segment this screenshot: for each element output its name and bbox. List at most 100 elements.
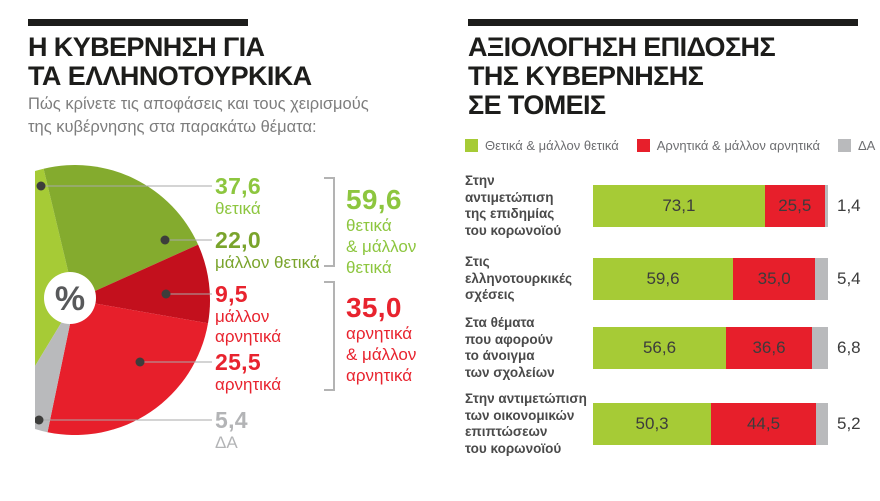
callout-value: 25,5 <box>215 349 261 375</box>
group-label-line: & μάλλον <box>346 237 417 256</box>
legend-swatch-negative <box>636 139 650 152</box>
right-title-line: ΤΗΣ ΚΥΒΕΡΝΗΣΗΣ <box>468 61 704 91</box>
callout-dot <box>36 181 46 191</box>
right-title-line: ΣΕ ΤΟΜΕΙΣ <box>468 90 606 120</box>
bar-label-line: το άνοιγμα <box>465 348 535 363</box>
callout-label: αρνητικά <box>215 375 281 395</box>
bar-value-negative: 35,0 <box>757 269 791 288</box>
bar-value-positive: 50,3 <box>635 414 669 433</box>
bar-row: Στην αντιμετώπιση των οικονομικών επιπτώ… <box>465 391 861 457</box>
bar-label-line: του κορωνοϊού <box>465 440 562 456</box>
bar-label-line: της επιδημίας <box>465 206 555 221</box>
stacked-bar: 50,3 44,5 <box>593 403 828 445</box>
callout-leaders <box>39 185 212 421</box>
bar-segment-na <box>815 258 828 300</box>
bar-segment-negative: 36,6 <box>726 327 812 369</box>
bar-row-label: Στις ελληνοτουρκικές σχέσεις <box>465 254 593 304</box>
bar-row: Στις ελληνοτουρκικές σχέσεις 59,6 35,0 5… <box>465 254 861 304</box>
pie-callout-thetika: 37,6 θετικά <box>215 173 261 219</box>
bar-value-na: 1,4 <box>837 196 861 215</box>
bar-legend: Θετικά & μάλλον θετικά Αρνητικά & μάλλον… <box>465 138 875 153</box>
callout-dot <box>35 415 44 425</box>
bar-label-line: σχέσεις <box>465 287 515 303</box>
legend-swatch-na <box>838 139 851 152</box>
group-label-line: θετικά <box>346 216 392 235</box>
bar-value-na: 5,4 <box>837 269 861 288</box>
bar-row-label: Στα θέματα που αφορούν το άνοιγμα των σχ… <box>465 315 593 381</box>
pie-chart: % <box>35 165 212 435</box>
pie-callout-mallon-thetika: 22,0 μάλλον θετικά <box>215 227 320 273</box>
callout-label: θετικά <box>215 199 261 219</box>
legend-item-na: ΔΑ <box>838 138 875 153</box>
callout-label-line: μάλλον θετικά <box>215 253 320 272</box>
pie-callout-da: 5,4 ΔΑ <box>215 407 248 453</box>
bar-value-positive: 73,1 <box>662 196 696 215</box>
callout-value: 22,0 <box>215 227 261 253</box>
left-title-line: Η ΚΥΒΕΡΝΗΣΗ ΓΙΑ <box>28 32 265 62</box>
right-panel-title: ΑΞΙΟΛΟΓΗΣΗ ΕΠΙΔΟΣΗΣ ΤΗΣ ΚΥΒΕΡΝΗΣΗΣ ΣΕ ΤΟ… <box>468 33 776 120</box>
callout-value: 37,6 <box>215 173 261 199</box>
callout-value: 5,4 <box>215 407 248 433</box>
bar-segment-positive: 56,6 <box>593 327 726 369</box>
subtitle-line: Πώς κρίνετε τις αποφάσεις και τους χειρι… <box>28 95 369 113</box>
callout-dot <box>160 235 170 245</box>
group-label: αρνητικά & μάλλον αρνητικά <box>346 323 416 386</box>
right-title-rule <box>468 19 858 26</box>
bar-label-line: ελληνοτουρκικές <box>465 270 573 286</box>
callout-label: μάλλον θετικά <box>215 253 320 273</box>
positive-group-bracket <box>324 177 335 267</box>
callout-label-line: αρνητικά <box>215 327 282 346</box>
bar-label-line: που αφορούν <box>465 331 553 347</box>
bar-label-line: των οικονομικών <box>465 407 575 423</box>
left-title-line: ΤΑ ΕΛΛΗΝΟΤΟΥΡΚΙΚΑ <box>28 61 312 91</box>
bar-row: Στην αντιμετώπιση της επιδημίας του κορω… <box>465 173 861 239</box>
legend-swatch-positive <box>465 139 478 152</box>
bar-value-negative: 25,5 <box>778 196 812 215</box>
left-panel-title: Η ΚΥΒΕΡΝΗΣΗ ΓΙΑ ΤΑ ΕΛΛΗΝΟΤΟΥΡΚΙΚΑ <box>28 33 312 91</box>
callout-label-line: αρνητικά <box>215 375 282 394</box>
pie-slice-arnitika <box>47 300 208 435</box>
bar-label-line: του κορωνοϊού <box>465 222 562 238</box>
callout-dot <box>161 289 171 299</box>
bar-label-line: Στην αντιμετώπιση <box>465 391 587 406</box>
bar-row-label: Στην αντιμετώπιση της επιδημίας του κορω… <box>465 173 593 239</box>
group-value: 59,6 <box>346 184 402 215</box>
pie-slice-mallon-arnitika <box>75 244 211 324</box>
group-label: θετικά & μάλλον θετικά <box>346 215 416 278</box>
bar-segment-na <box>812 327 828 369</box>
callout-label-line: θετικά <box>215 199 261 218</box>
stacked-bar: 59,6 35,0 <box>593 258 828 300</box>
bar-segment-negative: 44,5 <box>711 403 816 445</box>
callout-dots <box>35 181 171 425</box>
pie-group-negative: 35,0 αρνητικά & μάλλον αρνητικά <box>346 292 416 386</box>
bar-value-na: 5,2 <box>837 414 861 433</box>
subtitle-line: της κυβέρνησης στα παρακάτω θέματα: <box>28 118 317 136</box>
bar-value-negative: 44,5 <box>746 414 781 433</box>
callout-dot <box>135 357 145 367</box>
bar-label-line: Στην <box>465 173 495 188</box>
bar-segment-negative: 25,5 <box>764 185 825 227</box>
bar-segment-positive: 59,6 <box>593 258 734 300</box>
legend-label: ΔΑ <box>858 138 876 153</box>
pie-callout-arnitika: 25,5 αρνητικά <box>215 349 281 395</box>
pie-group-positive: 59,6 θετικά & μάλλον θετικά <box>346 184 416 278</box>
pie-slice-da <box>35 300 75 433</box>
stacked-bar: 73,1 25,5 <box>593 185 828 227</box>
bar-segment-na <box>815 403 828 445</box>
left-panel-subtitle: Πώς κρίνετε τις αποφάσεις και τους χειρι… <box>28 93 369 139</box>
bar-value-positive: 56,6 <box>642 338 677 357</box>
bar-segment-negative: 35,0 <box>733 258 816 300</box>
bar-segment-positive: 50,3 <box>593 403 712 445</box>
group-label-line: αρνητικά <box>346 324 413 343</box>
legend-item-positive: Θετικά & μάλλον θετικά <box>465 138 619 153</box>
legend-item-negative: Αρνητικά & μάλλον αρνητικά <box>636 138 820 153</box>
pie-center-symbol: % <box>55 280 85 318</box>
group-label-line: & μάλλον <box>346 345 417 364</box>
callout-value: 9,5 <box>215 281 248 307</box>
bar-segment-positive: 73,1 <box>593 185 765 227</box>
bar-label-line: Στις <box>465 254 490 270</box>
stacked-bar: 56,6 36,6 <box>593 327 828 369</box>
pie-slice-thetika <box>35 168 75 367</box>
legend-label: Αρνητικά & μάλλον αρνητικά <box>656 138 820 153</box>
